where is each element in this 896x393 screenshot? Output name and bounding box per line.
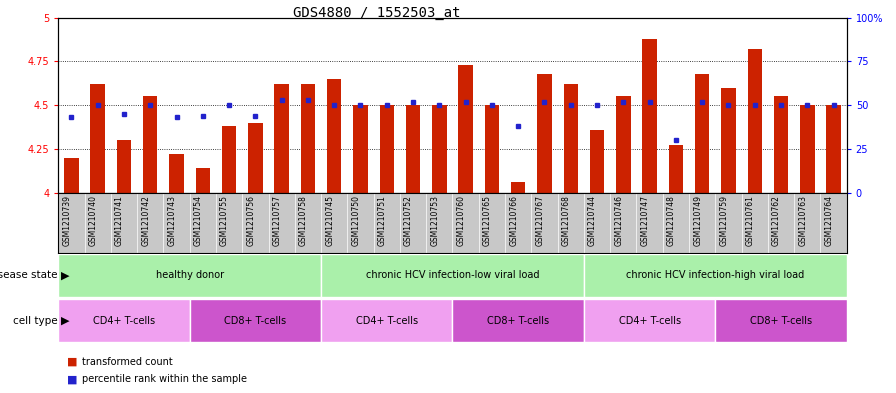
Bar bbox=[564, 84, 578, 193]
Text: GSM1210752: GSM1210752 bbox=[404, 195, 413, 246]
Text: GSM1210749: GSM1210749 bbox=[694, 195, 702, 246]
Bar bbox=[826, 105, 840, 193]
Text: disease state: disease state bbox=[0, 270, 57, 281]
Bar bbox=[274, 84, 289, 193]
Text: ▶: ▶ bbox=[61, 270, 69, 281]
Bar bbox=[248, 123, 263, 193]
Bar bbox=[584, 299, 715, 342]
Bar bbox=[432, 105, 446, 193]
Text: ■: ■ bbox=[67, 356, 78, 367]
Bar bbox=[590, 130, 604, 193]
Text: GSM1210759: GSM1210759 bbox=[719, 195, 728, 246]
Text: GDS4880 / 1552503_at: GDS4880 / 1552503_at bbox=[293, 6, 460, 20]
Bar bbox=[380, 105, 394, 193]
Bar bbox=[668, 145, 683, 193]
Text: GSM1210763: GSM1210763 bbox=[798, 195, 807, 246]
Text: GSM1210753: GSM1210753 bbox=[430, 195, 439, 246]
Text: GSM1210742: GSM1210742 bbox=[142, 195, 151, 246]
Text: GSM1210760: GSM1210760 bbox=[457, 195, 466, 246]
Text: CD4+ T-cells: CD4+ T-cells bbox=[93, 316, 155, 326]
Text: GSM1210745: GSM1210745 bbox=[325, 195, 334, 246]
Bar bbox=[584, 254, 847, 297]
Text: GSM1210767: GSM1210767 bbox=[536, 195, 545, 246]
Bar bbox=[90, 84, 105, 193]
Text: transformed count: transformed count bbox=[82, 356, 172, 367]
Bar bbox=[321, 299, 452, 342]
Text: GSM1210750: GSM1210750 bbox=[351, 195, 360, 246]
Bar bbox=[353, 105, 367, 193]
Text: GSM1210747: GSM1210747 bbox=[641, 195, 650, 246]
Text: chronic HCV infection-high viral load: chronic HCV infection-high viral load bbox=[626, 270, 805, 281]
Bar bbox=[169, 154, 184, 193]
Bar bbox=[695, 73, 710, 193]
Bar bbox=[116, 140, 131, 193]
Text: GSM1210748: GSM1210748 bbox=[667, 195, 676, 246]
Text: GSM1210757: GSM1210757 bbox=[272, 195, 281, 246]
Text: GSM1210739: GSM1210739 bbox=[63, 195, 72, 246]
Bar bbox=[195, 168, 210, 193]
Text: GSM1210743: GSM1210743 bbox=[168, 195, 177, 246]
Text: ▶: ▶ bbox=[61, 316, 69, 326]
Bar bbox=[190, 299, 321, 342]
Bar bbox=[774, 96, 788, 193]
Bar bbox=[301, 84, 315, 193]
Bar bbox=[721, 88, 736, 193]
Text: cell type: cell type bbox=[13, 316, 57, 326]
Bar bbox=[406, 105, 420, 193]
Text: ■: ■ bbox=[67, 374, 78, 384]
Text: CD4+ T-cells: CD4+ T-cells bbox=[356, 316, 418, 326]
Bar bbox=[452, 299, 584, 342]
Bar bbox=[511, 182, 525, 193]
Bar bbox=[747, 49, 762, 193]
Bar bbox=[800, 105, 814, 193]
Text: GSM1210764: GSM1210764 bbox=[824, 195, 833, 246]
Bar bbox=[459, 65, 473, 193]
Text: GSM1210744: GSM1210744 bbox=[588, 195, 597, 246]
Text: GSM1210751: GSM1210751 bbox=[378, 195, 387, 246]
Text: chronic HCV infection-low viral load: chronic HCV infection-low viral load bbox=[366, 270, 539, 281]
Bar bbox=[58, 299, 190, 342]
Text: CD8+ T-cells: CD8+ T-cells bbox=[750, 316, 812, 326]
Bar bbox=[715, 299, 847, 342]
Text: GSM1210761: GSM1210761 bbox=[745, 195, 754, 246]
Text: CD4+ T-cells: CD4+ T-cells bbox=[618, 316, 681, 326]
Text: GSM1210758: GSM1210758 bbox=[299, 195, 308, 246]
Bar bbox=[222, 126, 237, 193]
Text: percentile rank within the sample: percentile rank within the sample bbox=[82, 374, 246, 384]
Text: GSM1210768: GSM1210768 bbox=[562, 195, 571, 246]
Text: GSM1210755: GSM1210755 bbox=[220, 195, 229, 246]
Text: GSM1210741: GSM1210741 bbox=[115, 195, 124, 246]
Bar bbox=[321, 254, 584, 297]
Text: GSM1210754: GSM1210754 bbox=[194, 195, 202, 246]
Text: GSM1210765: GSM1210765 bbox=[483, 195, 492, 246]
Text: CD8+ T-cells: CD8+ T-cells bbox=[487, 316, 549, 326]
Text: GSM1210746: GSM1210746 bbox=[615, 195, 624, 246]
Bar bbox=[538, 73, 552, 193]
Text: GSM1210766: GSM1210766 bbox=[509, 195, 518, 246]
Bar bbox=[143, 96, 158, 193]
Bar bbox=[642, 39, 657, 193]
Text: GSM1210740: GSM1210740 bbox=[89, 195, 98, 246]
Text: CD8+ T-cells: CD8+ T-cells bbox=[224, 316, 287, 326]
Bar bbox=[65, 158, 79, 193]
Text: GSM1210762: GSM1210762 bbox=[772, 195, 781, 246]
Bar bbox=[616, 96, 631, 193]
Text: GSM1210756: GSM1210756 bbox=[246, 195, 255, 246]
Text: healthy donor: healthy donor bbox=[156, 270, 224, 281]
Bar bbox=[327, 79, 341, 193]
Bar bbox=[485, 105, 499, 193]
Bar bbox=[58, 254, 321, 297]
